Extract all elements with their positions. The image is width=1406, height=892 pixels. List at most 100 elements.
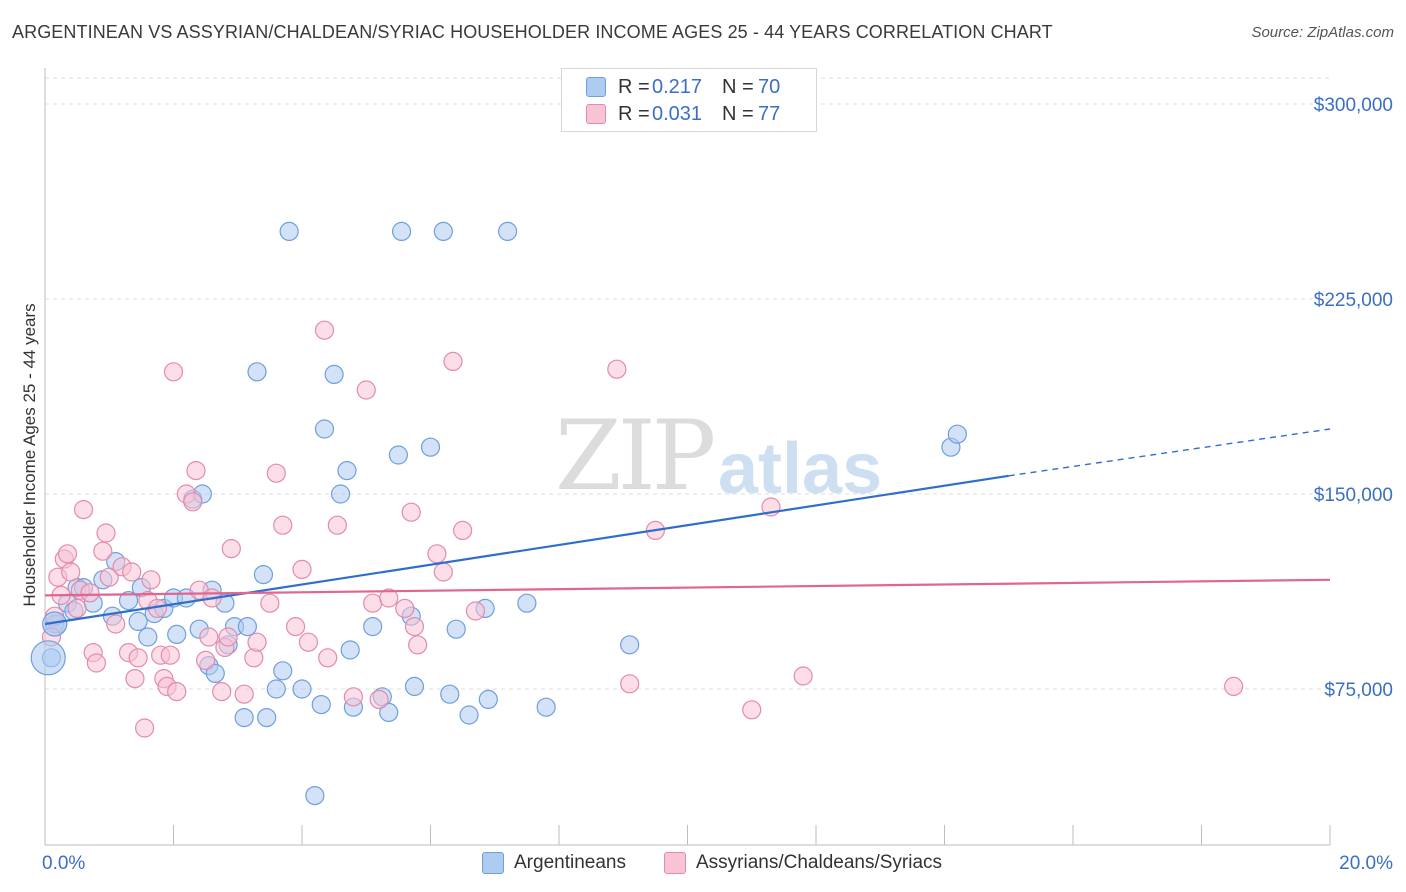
point-assyrian — [221, 538, 241, 559]
point-argentinean — [266, 679, 286, 699]
point-argentinean — [205, 663, 225, 684]
point-argentinean — [311, 694, 331, 715]
legend-n-label: N = — [722, 102, 754, 125]
point-argentinean — [391, 221, 412, 241]
point-argentinean — [337, 461, 357, 481]
point-assyrian — [379, 588, 399, 608]
point-assyrian — [61, 562, 81, 582]
point-assyrian — [125, 668, 145, 689]
point-argentinean — [517, 593, 537, 613]
legend-n-label: N = — [722, 75, 754, 98]
point-assyrian — [134, 718, 155, 738]
y-tick-label: $75,000 — [1324, 680, 1393, 701]
point-assyrian — [67, 598, 87, 619]
point-assyrian — [266, 463, 286, 483]
point-assyrian — [212, 681, 232, 702]
legend-r-value: 0.217 — [652, 75, 703, 98]
point-argentinean — [273, 661, 293, 681]
point-argentinean — [237, 616, 257, 637]
source-note: Source: ZipAtlas.com — [1251, 24, 1394, 41]
point-argentinean — [379, 702, 399, 723]
y-tick-label: $300,000 — [1314, 95, 1393, 116]
series-legend-argentineans[interactable]: Argentineans — [482, 852, 626, 874]
point-argentinean — [118, 590, 139, 611]
point-argentinean — [433, 221, 453, 241]
point-assyrian — [314, 320, 335, 340]
point-argentinean — [404, 676, 425, 697]
point-assyrian — [86, 653, 107, 673]
legend-r-value: 0.031 — [652, 102, 703, 125]
point-assyrian — [395, 598, 415, 619]
series-swatch-blue — [482, 852, 504, 874]
point-argentinean — [388, 445, 408, 465]
point-assyrian — [106, 614, 126, 634]
point-argentinean — [459, 705, 479, 725]
point-argentinean — [440, 684, 460, 704]
point-argentinean — [947, 424, 967, 444]
series-legend-assyrians[interactable]: Assyrians/Chaldeans/Syriacs — [664, 852, 942, 874]
point-assyrian — [285, 616, 306, 637]
point-assyrian — [742, 700, 762, 720]
point-argentinean — [292, 679, 312, 699]
series-label: Assyrians/Chaldeans/Syriacs — [696, 852, 943, 873]
point-assyrian — [465, 601, 486, 621]
watermark-zip: ZIP — [555, 400, 716, 512]
point-assyrian — [408, 635, 428, 655]
point-assyrian — [57, 544, 78, 564]
point-assyrian — [218, 627, 238, 647]
series-label: Argentineans — [514, 852, 626, 873]
y-tick-label: $150,000 — [1314, 485, 1393, 506]
point-assyrian — [199, 627, 219, 647]
legend-n-value: 70 — [758, 75, 781, 98]
correlation-legend: R = 0.217 N = 70 R = 0.031 N = 77 — [561, 68, 817, 132]
point-assyrian — [607, 359, 627, 379]
point-assyrian — [343, 687, 363, 707]
x-tick-label-max: 20.0% — [1339, 853, 1393, 874]
legend-n-value: 77 — [758, 102, 781, 125]
point-assyrian — [1224, 676, 1244, 697]
point-argentinean — [314, 419, 335, 439]
point-assyrian — [141, 570, 161, 590]
point-assyrian — [298, 632, 319, 652]
legend-row-assyrians: R = 0.031 N = 77 — [586, 101, 780, 127]
point-assyrian — [433, 562, 453, 582]
point-argentinean — [167, 624, 187, 645]
point-argentinean — [363, 616, 383, 637]
point-assyrian — [453, 520, 473, 541]
point-assyrian — [128, 648, 148, 668]
series-swatch-pink — [664, 852, 686, 874]
point-argentinean — [498, 221, 518, 241]
point-assyrian — [404, 616, 425, 637]
y-tick-label: $225,000 — [1314, 290, 1393, 311]
point-assyrian — [93, 541, 113, 561]
point-assyrian — [186, 461, 206, 481]
legend-row-argentineans: R = 0.217 N = 70 — [586, 74, 780, 100]
point-assyrian — [260, 593, 280, 613]
point-argentinean — [340, 640, 360, 660]
point-assyrian — [73, 500, 94, 520]
point-assyrian — [620, 674, 640, 694]
point-assyrian — [96, 523, 116, 543]
point-assyrian — [80, 583, 100, 603]
series-legend: Argentineans Assyrians/Chaldeans/Syriacs — [0, 852, 1406, 878]
point-argentinean — [478, 689, 498, 710]
point-argentinean-cluster — [42, 611, 68, 637]
point-assyrian — [163, 362, 184, 382]
trend-line-argentineans — [44, 474, 1009, 626]
trend-line-assyrians — [44, 578, 1331, 597]
point-argentinean-cluster — [30, 640, 66, 676]
point-assyrian — [196, 650, 216, 671]
point-argentinean — [536, 697, 556, 717]
point-assyrian — [318, 648, 338, 668]
legend-r-label: R = — [618, 102, 650, 125]
chart-title: ARGENTINEAN VS ASSYRIAN/CHALDEAN/SYRIAC … — [12, 22, 1053, 42]
point-argentinean — [257, 707, 277, 728]
legend-swatch-pink — [586, 104, 606, 124]
point-argentinean — [234, 707, 254, 728]
point-argentinean — [247, 362, 267, 382]
point-assyrian — [167, 681, 187, 702]
point-argentinean — [324, 364, 344, 384]
point-assyrian — [247, 632, 267, 652]
watermark-atlas: atlas — [718, 429, 883, 509]
